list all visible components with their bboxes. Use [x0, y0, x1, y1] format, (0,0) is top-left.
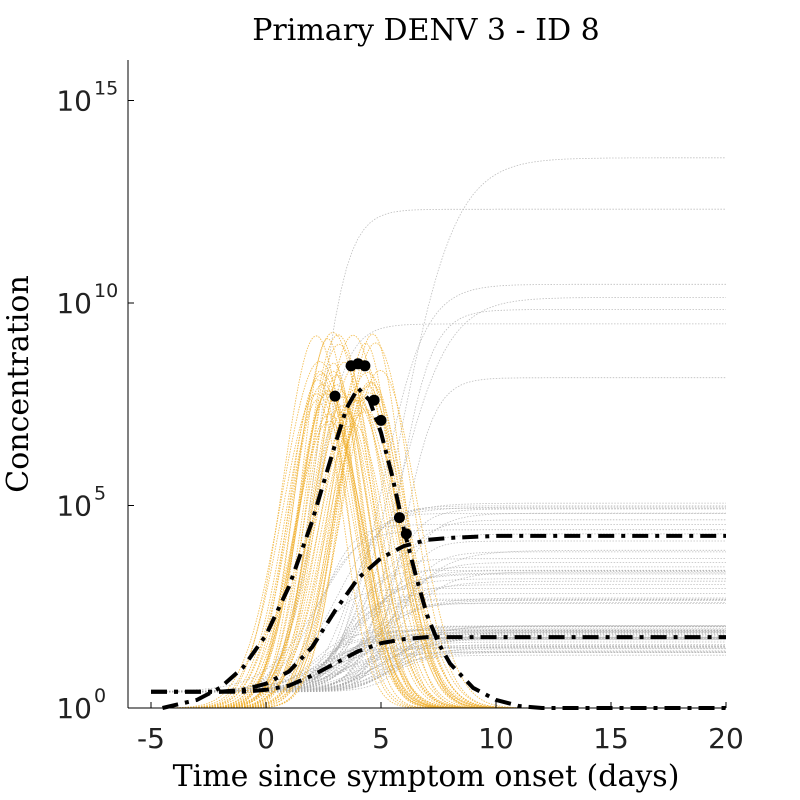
chart-title: Primary DENV 3 - ID 8 [252, 13, 600, 48]
observation-point [359, 360, 371, 372]
antibody-sample-curve [151, 208, 726, 693]
virus-fit-line [162, 386, 726, 710]
antibody-sample-curve [151, 638, 726, 693]
antibody-sample-curve [151, 572, 726, 693]
antibody-sample-curve [151, 283, 726, 693]
antibody-sample-curve [151, 636, 726, 693]
virus-sample-curve [173, 335, 588, 709]
sample-bands [150, 157, 726, 709]
antibody-sample-curve [151, 641, 726, 693]
antibody-sample-curve [151, 629, 726, 693]
virus-sample-curve [174, 397, 588, 709]
antibody-fit-lower-line [151, 635, 726, 694]
observation-point [329, 390, 341, 402]
plot-area [150, 157, 726, 710]
y-tick-exponent: 0 [94, 685, 106, 707]
antibody-sample-curve [151, 519, 726, 693]
antibody-sample-curve [151, 297, 726, 693]
observation-point [368, 394, 380, 406]
y-tick-exponent: 5 [94, 483, 106, 505]
antibody-sample-curve [151, 157, 726, 693]
antibody-sample-curve [151, 631, 726, 693]
antibody-sample-curve [151, 654, 726, 693]
x-tick-label: -5 [137, 722, 165, 755]
antibody-sample-curve [151, 597, 726, 693]
virus-sample-curve [174, 396, 588, 709]
antibody-sample-curve [151, 558, 726, 693]
antibody-sample-curve [151, 533, 726, 693]
virus-sample-curve [174, 405, 588, 709]
antibody-fit-upper-line [151, 533, 726, 694]
virus-sample-curve [174, 400, 588, 709]
observations [329, 358, 412, 540]
y-axis-label: Concentration [1, 275, 36, 493]
antibody-sample-curve [151, 644, 726, 693]
x-tick-label: 15 [593, 722, 629, 755]
y-tick-label: 10 [56, 287, 92, 320]
y-tick-exponent: 15 [94, 78, 118, 100]
x-tick-label: 0 [257, 722, 275, 755]
antibody-sample-curve [151, 625, 726, 693]
antibody-sample-curve [151, 309, 726, 693]
antibody-sample-curve [151, 569, 726, 693]
y-tick-label: 10 [56, 490, 92, 523]
y-tick-exponent: 10 [94, 280, 118, 302]
antibody-sample-curve [150, 599, 726, 693]
antibody-sample-curve [151, 584, 726, 693]
x-tick-label: 5 [372, 722, 390, 755]
observation-point [393, 512, 405, 524]
x-axis-label: Time since symptom onset (days) [173, 759, 680, 794]
antibody-sample-curve [151, 562, 726, 693]
antibody-sample-curve [151, 507, 726, 693]
antibody-sample-curve [151, 636, 726, 693]
y-tick-label: 10 [56, 692, 92, 725]
antibody-sample-curve [150, 506, 726, 692]
antibody-sample-curve [151, 603, 726, 693]
antibody-sample-curve [151, 512, 726, 693]
antibody-sample-curve [151, 647, 726, 693]
antibody-sample-curve [151, 639, 726, 693]
y-tick-label: 10 [56, 85, 92, 118]
antibody-sample-curve [151, 626, 726, 693]
antibody-sample-curve [151, 551, 726, 693]
x-tick-label: 10 [478, 722, 514, 755]
virus-sample-curve [174, 388, 588, 709]
antibody-sample-curve [151, 645, 726, 693]
antibody-sample-curve [151, 508, 726, 693]
x-tick-label: 20 [708, 722, 744, 755]
observation-point [375, 414, 387, 426]
antibody-sample-curve [151, 540, 726, 693]
observation-point [400, 528, 412, 540]
fit-lines [151, 386, 726, 710]
antibody-sample-curve [151, 602, 726, 693]
antibody-sample-curve [151, 651, 726, 693]
antibody-sample-curve [151, 524, 726, 693]
x-ticks: -5 0 5 10 15 20 [137, 702, 744, 755]
antibody-sample-curve [151, 505, 726, 693]
antibody-sample-curve [151, 566, 726, 693]
virus-sample-curve [174, 422, 588, 709]
antibody-sample-curve [150, 529, 726, 693]
